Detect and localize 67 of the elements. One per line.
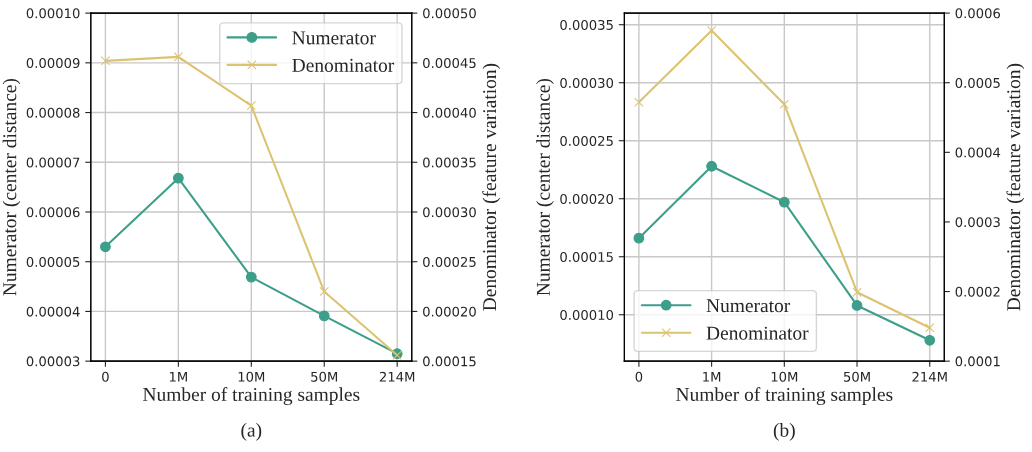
- x-tick-label: 0: [635, 371, 643, 382]
- y2-tick-label: 0.00050: [423, 8, 476, 19]
- y-tick-label: 0.00005: [26, 256, 80, 267]
- y-tick-label: 0.00004: [26, 306, 80, 317]
- x-tick-label: 0: [102, 371, 109, 382]
- point: [851, 300, 863, 311]
- y2-tick-label: 0.0006: [955, 8, 1001, 19]
- y2-tick-label: 0.0004: [955, 147, 1001, 158]
- x-tick-label: 50M: [311, 371, 338, 382]
- y-axis-title: Numerator (center distance): [2, 78, 21, 296]
- point: [925, 323, 935, 333]
- y2-tick-label: 0.00015: [423, 356, 476, 367]
- text: (b): [773, 423, 795, 441]
- x-tick-label: 1M: [169, 371, 187, 382]
- y-tick-label: 0.00003: [26, 356, 80, 367]
- y2-tick-label: 0.0003: [955, 217, 1000, 228]
- text: (a): [241, 423, 262, 441]
- point: [633, 232, 645, 244]
- point: [246, 100, 256, 111]
- y2-axis-title: Denominator (feature variation): [482, 63, 501, 311]
- point: [173, 52, 184, 62]
- y2-tick-label: 0.00040: [423, 107, 476, 118]
- y2-tick-label: 0.0001: [955, 356, 1000, 367]
- point: [319, 286, 329, 297]
- point: [100, 241, 111, 253]
- x-tick-label: 1M: [703, 371, 721, 382]
- x-tick-label: 214M: [379, 371, 415, 382]
- legend-label: Denominator: [706, 326, 809, 340]
- x-tick-label: 50M: [843, 371, 870, 382]
- y-tick-label: 0.00010: [26, 8, 80, 19]
- point: [634, 97, 644, 107]
- y-tick-label: 0.00006: [26, 207, 80, 218]
- y2-tick-label: 0.00020: [423, 306, 476, 317]
- y-tick-label: 0.00015: [560, 251, 613, 262]
- point: [100, 56, 111, 66]
- x-tick-label: 10M: [238, 371, 265, 382]
- point: [924, 334, 936, 346]
- legend-label: Denominator: [292, 58, 395, 72]
- y-tick-label: 0.00010: [560, 309, 614, 320]
- y2-tick-label: 0.0002: [955, 286, 1000, 297]
- y-tick-label: 0.00025: [560, 135, 613, 146]
- y2-tick-label: 0.00025: [423, 256, 476, 267]
- point: [852, 287, 862, 297]
- y-tick-label: 0.00007: [26, 157, 80, 168]
- y-tick-label: 0.00009: [26, 58, 80, 69]
- y-tick-label: 0.00030: [560, 77, 614, 88]
- x-axis-title: Number of training samples: [143, 387, 360, 405]
- point: [318, 310, 330, 322]
- point: [778, 196, 790, 208]
- y2-tick-label: 0.00045: [423, 58, 476, 69]
- y2-tick-label: 0.00035: [423, 157, 476, 168]
- legend-label: Numerator: [706, 299, 791, 313]
- x-tick-label: 10M: [771, 371, 798, 382]
- point: [706, 160, 717, 172]
- point: [172, 172, 184, 184]
- legend-label: Numerator: [292, 31, 376, 45]
- y-axis-title: Numerator (center distance): [536, 78, 554, 296]
- x-tick-label: 214M: [912, 371, 947, 382]
- x-axis-title: Number of training samples: [676, 387, 893, 405]
- y2-tick-label: 0.00030: [423, 207, 476, 218]
- point: [245, 271, 257, 283]
- point: [779, 99, 790, 109]
- y2-tick-label: 0.0005: [955, 77, 1000, 88]
- y-tick-label: 0.00035: [560, 19, 613, 30]
- y2-axis-title: Denominator (feature variation): [1006, 63, 1025, 311]
- y-tick-label: 0.00020: [560, 193, 614, 204]
- y-tick-label: 0.00008: [26, 107, 80, 118]
